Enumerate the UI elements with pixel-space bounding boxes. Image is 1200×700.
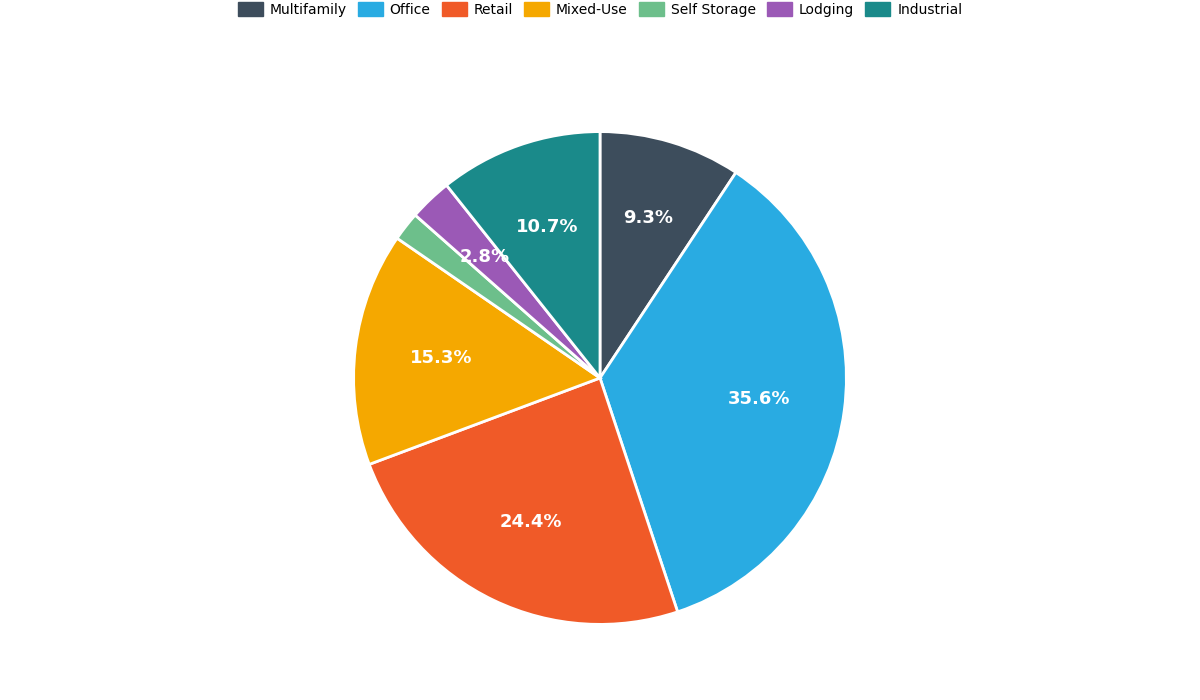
Text: 24.4%: 24.4% bbox=[499, 514, 562, 531]
Text: 2.8%: 2.8% bbox=[460, 248, 510, 265]
Wedge shape bbox=[370, 378, 678, 624]
Wedge shape bbox=[446, 132, 600, 378]
Text: 35.6%: 35.6% bbox=[727, 390, 790, 408]
Wedge shape bbox=[600, 132, 736, 378]
Text: 10.7%: 10.7% bbox=[516, 218, 578, 236]
Wedge shape bbox=[354, 238, 600, 464]
Wedge shape bbox=[397, 215, 600, 378]
Legend: Multifamily, Office, Retail, Mixed-Use, Self Storage, Lodging, Industrial: Multifamily, Office, Retail, Mixed-Use, … bbox=[232, 0, 968, 22]
Wedge shape bbox=[415, 186, 600, 378]
Text: 15.3%: 15.3% bbox=[409, 349, 473, 368]
Text: 9.3%: 9.3% bbox=[623, 209, 673, 227]
Wedge shape bbox=[600, 172, 846, 612]
